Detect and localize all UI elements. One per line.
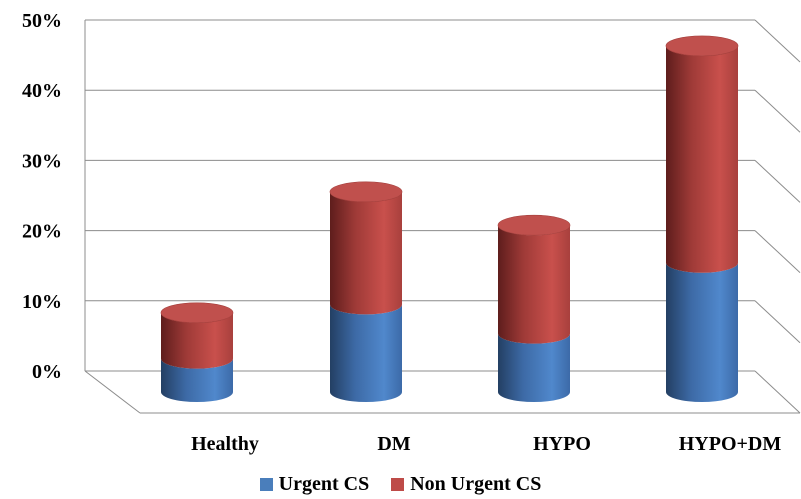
- bar-group-dm: [329, 181, 403, 402]
- bar-segment-urgent: [330, 304, 402, 402]
- x-category-label: Healthy: [191, 433, 259, 455]
- floor-left-edge: [84, 370, 141, 414]
- gridline-side: [754, 19, 801, 63]
- category-labels: Healthy DM HYPO HYPO+DM: [191, 433, 781, 455]
- bar-segment-urgent: [666, 262, 738, 402]
- bar-top-cap: [160, 302, 234, 324]
- x-category-label: HYPO: [533, 433, 591, 455]
- y-tick-label: 0%: [32, 361, 62, 383]
- bar-top-cap: [329, 181, 403, 203]
- y-tick-label: 10%: [22, 291, 62, 313]
- bars: [160, 35, 739, 402]
- legend-label-non-urgent: Non Urgent CS: [410, 473, 542, 495]
- legend-item-non-urgent: Non Urgent CS: [391, 473, 541, 496]
- y-tick-label: 20%: [22, 221, 62, 243]
- gridline-side: [754, 370, 801, 414]
- bar-segment-urgent: [498, 333, 570, 402]
- legend-swatch-non-urgent: [391, 478, 405, 491]
- bar-group-healthy: [160, 302, 234, 402]
- y-tick-label: 50%: [22, 10, 62, 32]
- bar-segment-urgent: [161, 358, 233, 402]
- gridline-side: [754, 160, 801, 203]
- bar-segment-non-urgent: [161, 312, 233, 369]
- gridline-side: [754, 230, 801, 273]
- gridline-side: [754, 89, 801, 133]
- bar-top-cap: [665, 35, 739, 57]
- bar-segment-non-urgent: [666, 45, 738, 273]
- x-category-label: DM: [377, 433, 410, 455]
- legend-label-urgent: Urgent CS: [278, 473, 370, 495]
- y-axis-ticks: 0% 10% 20% 30% 40% 50%: [22, 10, 62, 383]
- bar-segment-non-urgent: [330, 191, 402, 315]
- gridline-side: [754, 300, 801, 344]
- legend-swatch-urgent: [259, 478, 273, 491]
- bar-group-hypo-dm: [665, 35, 739, 402]
- bar-group-hypo: [497, 214, 571, 402]
- bar-segment-non-urgent: [498, 225, 570, 344]
- bar-top-cap: [497, 214, 571, 236]
- legend: Urgent CS Non Urgent CS: [0, 470, 801, 499]
- y-tick-label: 40%: [22, 80, 62, 102]
- grid-layer: [84, 19, 801, 414]
- legend-item-urgent: Urgent CS: [259, 473, 370, 496]
- y-tick-label: 30%: [22, 150, 62, 172]
- x-category-label: HYPO+DM: [679, 433, 782, 455]
